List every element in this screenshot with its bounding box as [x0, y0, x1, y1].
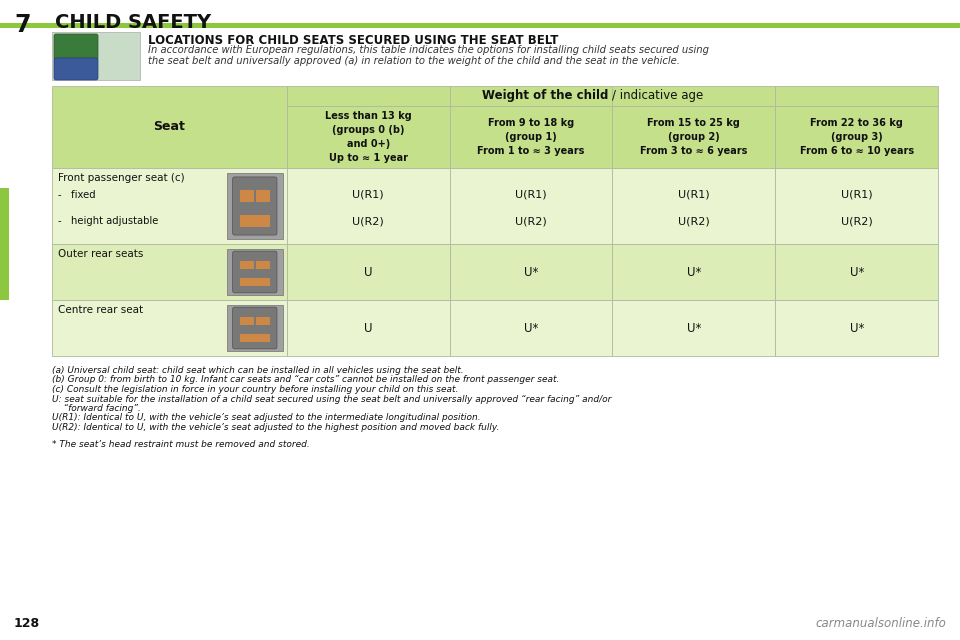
Bar — [612, 86, 776, 106]
Bar — [240, 317, 253, 325]
Bar — [52, 244, 287, 300]
Text: 128: 128 — [14, 617, 40, 630]
Bar — [287, 86, 449, 106]
Text: U(R1): U(R1) — [841, 189, 873, 200]
Text: U*: U* — [524, 321, 539, 335]
Text: From 9 to 18 kg
(group 1)
From 1 to ≈ 3 years: From 9 to 18 kg (group 1) From 1 to ≈ 3 … — [477, 118, 585, 156]
Text: U*: U* — [850, 321, 864, 335]
Bar — [240, 260, 253, 269]
Text: U(R1): U(R1) — [352, 189, 384, 200]
Text: (a) Universal child seat: child seat which can be installed in all vehicles usin: (a) Universal child seat: child seat whi… — [52, 366, 464, 375]
Bar — [612, 106, 776, 168]
Text: LOCATIONS FOR CHILD SEATS SECURED USING THE SEAT BELT: LOCATIONS FOR CHILD SEATS SECURED USING … — [148, 34, 559, 47]
Text: -   height adjustable: - height adjustable — [58, 216, 158, 226]
Bar — [52, 168, 287, 244]
Text: / indicative age: / indicative age — [612, 90, 704, 102]
Bar — [240, 334, 270, 342]
Bar — [227, 173, 283, 239]
Bar — [776, 244, 938, 300]
FancyBboxPatch shape — [54, 58, 98, 80]
Bar — [776, 300, 938, 356]
Text: Less than 13 kg
(groups 0 (b)
and 0+)
Up to ≈ 1 year: Less than 13 kg (groups 0 (b) and 0+) Up… — [324, 111, 412, 163]
Bar — [255, 260, 270, 269]
Bar — [255, 317, 270, 325]
Bar — [240, 214, 270, 227]
Text: U(R1): U(R1) — [678, 189, 709, 200]
Bar — [240, 190, 253, 202]
Text: U(R2): U(R2) — [841, 216, 873, 226]
Text: U(R1): Identical to U, with the vehicle’s seat adjusted to the intermediate long: U(R1): Identical to U, with the vehicle’… — [52, 413, 481, 422]
Text: (b) Group 0: from birth to 10 kg. Infant car seats and “car cots” cannot be inst: (b) Group 0: from birth to 10 kg. Infant… — [52, 376, 560, 385]
Text: -   fixed: - fixed — [58, 189, 96, 200]
Bar — [449, 244, 612, 300]
Bar — [52, 86, 287, 168]
Text: * The seat’s head restraint must be removed and stored.: * The seat’s head restraint must be remo… — [52, 440, 310, 449]
Text: Weight of the child: Weight of the child — [482, 90, 612, 102]
Text: the seat belt and universally approved (a) in relation to the weight of the chil: the seat belt and universally approved (… — [148, 56, 680, 66]
Bar — [449, 300, 612, 356]
Bar — [287, 244, 449, 300]
Bar — [287, 300, 449, 356]
Text: In accordance with European regulations, this table indicates the options for in: In accordance with European regulations,… — [148, 45, 709, 55]
Bar — [776, 168, 938, 244]
Bar — [612, 168, 776, 244]
Bar — [0, 23, 960, 28]
Text: Outer rear seats: Outer rear seats — [58, 249, 143, 259]
Text: “forward facing”.: “forward facing”. — [52, 404, 141, 413]
Text: U(R2): U(R2) — [516, 216, 547, 226]
Bar — [449, 106, 612, 168]
Text: Seat: Seat — [154, 120, 185, 134]
Text: U: U — [364, 321, 372, 335]
Text: carmanualsonline.info: carmanualsonline.info — [815, 617, 946, 630]
Bar — [52, 32, 140, 80]
Bar — [449, 168, 612, 244]
Bar — [227, 305, 283, 351]
FancyBboxPatch shape — [54, 34, 98, 60]
FancyBboxPatch shape — [232, 307, 276, 349]
Bar — [612, 300, 776, 356]
Text: (c) Consult the legislation in force in your country before installing your chil: (c) Consult the legislation in force in … — [52, 385, 458, 394]
Text: U*: U* — [850, 266, 864, 278]
Bar — [612, 244, 776, 300]
Text: 7: 7 — [14, 13, 31, 37]
Bar — [227, 249, 283, 295]
Text: U*: U* — [524, 266, 539, 278]
Bar — [240, 278, 270, 286]
Text: U*: U* — [686, 321, 701, 335]
FancyBboxPatch shape — [232, 177, 276, 235]
Bar — [0, 188, 9, 300]
Bar — [287, 106, 449, 168]
Bar — [52, 300, 287, 356]
Text: U(R2): Identical to U, with the vehicle’s seat adjusted to the highest position : U(R2): Identical to U, with the vehicle’… — [52, 423, 499, 432]
Text: CHILD SAFETY: CHILD SAFETY — [55, 13, 211, 32]
Bar — [776, 86, 938, 106]
FancyBboxPatch shape — [232, 251, 276, 293]
Text: From 15 to 25 kg
(group 2)
From 3 to ≈ 6 years: From 15 to 25 kg (group 2) From 3 to ≈ 6… — [640, 118, 748, 156]
Bar — [449, 86, 612, 106]
Text: Centre rear seat: Centre rear seat — [58, 305, 143, 315]
Text: From 22 to 36 kg
(group 3)
From 6 to ≈ 10 years: From 22 to 36 kg (group 3) From 6 to ≈ 1… — [800, 118, 914, 156]
Text: U(R2): U(R2) — [352, 216, 384, 226]
Bar — [776, 106, 938, 168]
Bar — [255, 190, 270, 202]
Text: U: seat suitable for the installation of a child seat secured using the seat bel: U: seat suitable for the installation of… — [52, 394, 612, 403]
Text: Front passenger seat (c): Front passenger seat (c) — [58, 173, 184, 183]
Bar — [287, 168, 449, 244]
Text: U(R1): U(R1) — [516, 189, 547, 200]
Text: U: U — [364, 266, 372, 278]
Text: U*: U* — [686, 266, 701, 278]
Text: U(R2): U(R2) — [678, 216, 709, 226]
